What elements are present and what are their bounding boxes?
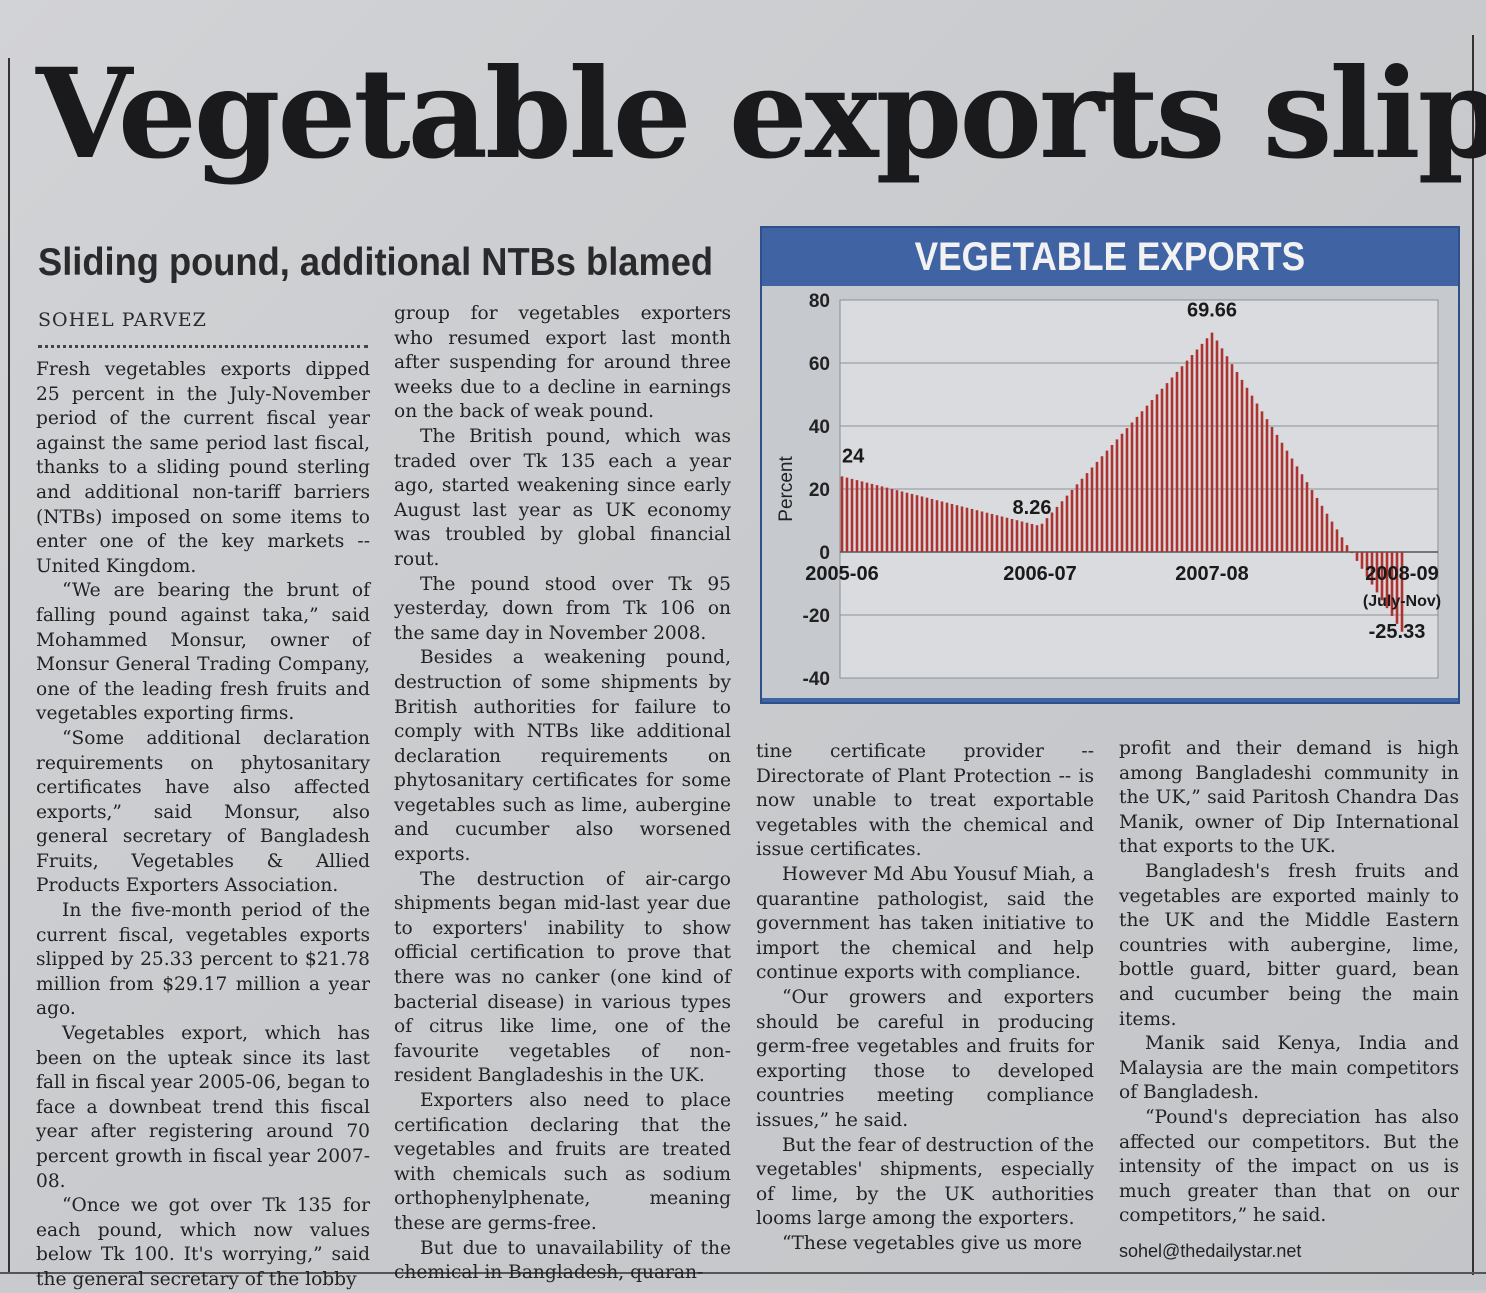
x-tick-label: 2008-09 bbox=[1365, 563, 1438, 585]
headline: Vegetable exports slip bbox=[36, 42, 1486, 187]
y-tick-label: -40 bbox=[803, 669, 830, 690]
paragraph: However Md Abu Yousuf Miah, a quarantine… bbox=[756, 863, 1094, 984]
paragraph: Exporters also need to place certificati… bbox=[394, 1090, 731, 1234]
paragraph: Besides a weakening pound, destruction o… bbox=[394, 647, 731, 866]
paragraph: tine certificate provider -- Directorate… bbox=[756, 741, 1094, 861]
chart-title: VEGETABLE EXPORTS bbox=[914, 235, 1306, 279]
x-tick-sublabel: (July-Nov) bbox=[1363, 593, 1441, 610]
column-rule-right bbox=[1472, 35, 1474, 1275]
paragraph: “These vegetables give us more bbox=[782, 1232, 1083, 1254]
chart-panel: VEGETABLE EXPORTS 80 60 40 20 0 -20 -40 Percent… bbox=[760, 226, 1460, 704]
x-tick-label: 2006-07 bbox=[1003, 563, 1076, 585]
paragraph: Vegetables export, which has been on the… bbox=[36, 1023, 370, 1192]
y-tick-label: 80 bbox=[809, 291, 830, 312]
article-column-2: group for vegetables exporters who resum… bbox=[394, 302, 731, 1286]
paragraph: But the fear of destruction of the veget… bbox=[756, 1134, 1094, 1230]
data-label: 8.26 bbox=[1013, 497, 1052, 519]
article-column-3: tine certificate provider -- Directorate… bbox=[756, 740, 1094, 1256]
data-label: 69.66 bbox=[1187, 300, 1237, 322]
data-label: 24 bbox=[842, 445, 865, 467]
y-tick-label: -20 bbox=[803, 606, 830, 627]
paragraph: profit and their demand is high among Ba… bbox=[1119, 738, 1459, 858]
paragraph: Manik said Kenya, India and Malaysia are… bbox=[1119, 1033, 1459, 1104]
bottom-rule bbox=[0, 1272, 1486, 1274]
paragraph: The British pound, which was traded over… bbox=[394, 425, 731, 570]
paragraph: “Pound's depreciation has also affected … bbox=[1119, 1106, 1459, 1227]
article-column-4: profit and their demand is high among Ba… bbox=[1119, 737, 1459, 1263]
paragraph: “Our growers and exporters should be car… bbox=[756, 986, 1094, 1131]
paragraph: group for vegetables exporters who resum… bbox=[394, 303, 731, 423]
x-tick-label: 2005-06 bbox=[805, 563, 878, 585]
y-tick-label: 20 bbox=[809, 480, 830, 501]
chart-svg: 80 60 40 20 0 -20 -40 Percent 2005-06 2006-07 2007… bbox=[776, 291, 1441, 690]
byline: SOHEL PARVEZ bbox=[38, 309, 207, 331]
y-tick-label: 40 bbox=[809, 417, 830, 438]
y-tick-label: 0 bbox=[819, 543, 830, 564]
chart-bottom-band bbox=[762, 698, 1458, 702]
paragraph: “Once we got over Tk 135 for each pound,… bbox=[36, 1195, 370, 1290]
column-rule-left bbox=[8, 58, 10, 1273]
paragraph: The pound stood over Tk 95 yesterday, do… bbox=[394, 573, 731, 644]
paragraph: “Some additional declaration requirement… bbox=[36, 727, 370, 897]
paragraph: But due to unavailability of the chemica… bbox=[394, 1237, 731, 1284]
chart-title-bar: VEGETABLE EXPORTS bbox=[762, 228, 1458, 286]
author-email: sohel@thedailystar.net bbox=[1119, 1240, 1302, 1261]
byline-divider bbox=[38, 345, 368, 348]
x-tick-label: 2007-08 bbox=[1175, 563, 1248, 585]
subheadline: Sliding pound, additional NTBs blamed bbox=[38, 241, 714, 284]
paragraph: “We are bearing the brunt of falling pou… bbox=[36, 580, 370, 725]
y-axis-label: Percent bbox=[776, 456, 797, 522]
paragraph: Fresh vegetables exports dipped 25 perce… bbox=[36, 359, 370, 577]
paragraph: In the five-month period of the current … bbox=[36, 900, 370, 1020]
y-tick-label: 60 bbox=[809, 354, 830, 375]
article-column-1: Fresh vegetables exports dipped 25 perce… bbox=[36, 358, 370, 1293]
data-label: -25.33 bbox=[1369, 621, 1426, 643]
paragraph: Bangladesh's fresh fruits and vegetables… bbox=[1119, 860, 1459, 1030]
paragraph: The destruction of air-cargo shipments b… bbox=[394, 868, 731, 1087]
